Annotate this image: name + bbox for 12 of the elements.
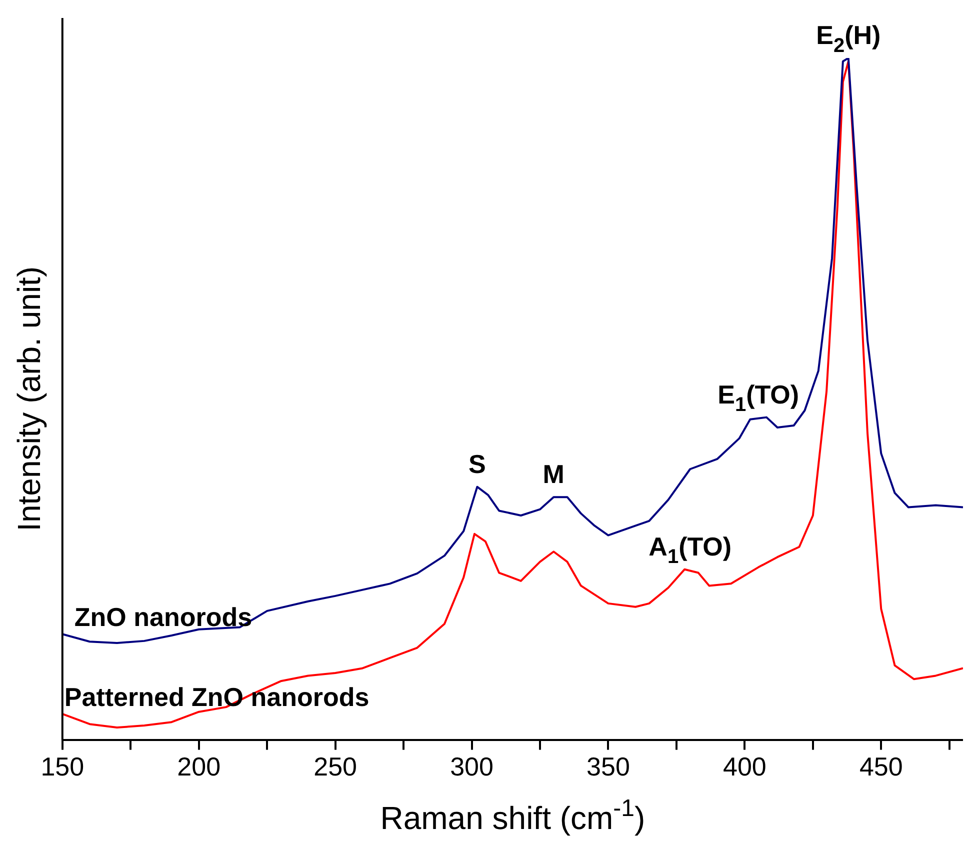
x-tick-label: 300: [450, 752, 494, 782]
series-label: ZnO nanorods: [74, 602, 252, 632]
annotation: M: [542, 459, 564, 490]
x-tick-label: 150: [40, 752, 84, 782]
y-axis-title: Intensity (arb. unit): [11, 266, 48, 532]
annotation: S: [468, 448, 486, 479]
x-tick-label: 250: [314, 752, 358, 782]
x-tick-label: 400: [722, 752, 766, 782]
series-label: Patterned ZnO nanorods: [64, 682, 370, 712]
x-tick-label: 450: [859, 752, 903, 782]
x-tick-label: 350: [586, 752, 630, 782]
x-tick-label: 200: [177, 752, 221, 782]
